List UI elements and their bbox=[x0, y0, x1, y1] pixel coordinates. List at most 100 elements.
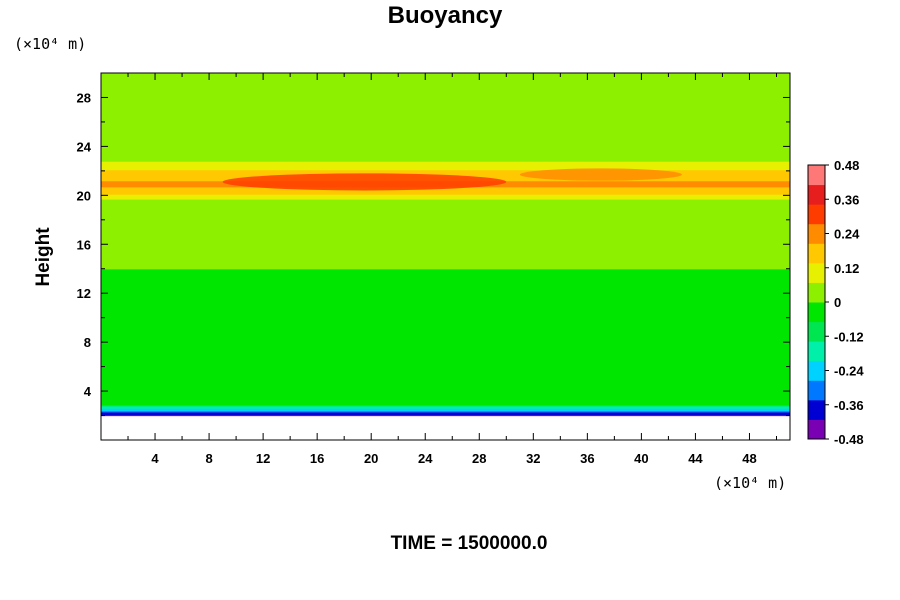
field-band bbox=[101, 162, 790, 165]
field-band bbox=[101, 108, 790, 111]
colorbar-swatch bbox=[808, 360, 825, 381]
field-band bbox=[101, 143, 790, 146]
field-band bbox=[101, 245, 790, 248]
y-tick-label: 16 bbox=[77, 237, 91, 252]
y-tick-label: 28 bbox=[77, 90, 91, 105]
field-band bbox=[101, 284, 790, 287]
field-band bbox=[101, 153, 790, 156]
field-band bbox=[101, 381, 790, 384]
field-band bbox=[101, 134, 790, 136]
field-band bbox=[101, 382, 790, 385]
field-band bbox=[101, 104, 790, 107]
colorbar-swatch bbox=[808, 184, 825, 205]
field-band bbox=[101, 137, 790, 140]
field-band bbox=[101, 413, 790, 415]
field-band bbox=[101, 114, 790, 117]
field-band bbox=[101, 395, 790, 398]
field-band bbox=[101, 233, 790, 236]
field-band bbox=[101, 203, 790, 206]
field-band bbox=[101, 140, 790, 143]
field-band bbox=[101, 251, 790, 254]
field-band bbox=[101, 164, 790, 167]
x-tick-label: 20 bbox=[364, 451, 378, 466]
field-band bbox=[101, 93, 790, 96]
field-band bbox=[101, 362, 790, 365]
colorbar-swatch bbox=[808, 380, 825, 401]
field-band bbox=[101, 102, 790, 105]
x-tick-label: 8 bbox=[205, 451, 212, 466]
plot-frame bbox=[100, 72, 791, 441]
field-band bbox=[101, 318, 790, 321]
field-band bbox=[101, 131, 790, 134]
field-band bbox=[101, 255, 790, 258]
y-axis: 4 8 12 16 20 24 28 bbox=[77, 72, 790, 417]
field-band bbox=[101, 355, 790, 358]
field-band bbox=[101, 329, 790, 332]
field-band bbox=[101, 364, 790, 366]
field-band bbox=[101, 410, 790, 413]
field-band bbox=[101, 81, 790, 84]
field-band bbox=[101, 393, 790, 396]
field-band bbox=[101, 283, 790, 286]
colorbar-swatch bbox=[808, 302, 825, 323]
field-band bbox=[101, 79, 790, 81]
field-band bbox=[101, 172, 790, 174]
time-footer: TIME = 1500000.0 bbox=[391, 533, 548, 554]
field-band bbox=[101, 136, 790, 139]
field-band bbox=[101, 148, 790, 151]
field-band bbox=[101, 261, 790, 264]
field-band bbox=[101, 195, 790, 198]
field-band bbox=[101, 241, 790, 244]
field-band bbox=[101, 327, 790, 330]
field-band bbox=[101, 219, 790, 222]
field-band bbox=[101, 126, 790, 129]
field-band bbox=[101, 128, 790, 130]
x-tick-label: 4 bbox=[151, 451, 159, 466]
field-band bbox=[101, 187, 790, 190]
field-band bbox=[101, 323, 790, 326]
field-band bbox=[101, 221, 790, 223]
colorbar-tick-label: 0.36 bbox=[834, 192, 859, 207]
field-band bbox=[101, 354, 790, 357]
field-band bbox=[101, 263, 790, 266]
field-band bbox=[101, 271, 790, 274]
field-band bbox=[101, 232, 790, 234]
x-tick-label: 24 bbox=[418, 451, 433, 466]
field-band bbox=[101, 90, 790, 92]
field-band bbox=[101, 300, 790, 303]
field-band bbox=[101, 118, 790, 121]
field-band bbox=[101, 388, 790, 391]
field-band bbox=[101, 214, 790, 217]
buoyancy-field bbox=[101, 73, 790, 417]
field-band bbox=[101, 84, 790, 86]
field-band bbox=[101, 161, 790, 163]
field-band bbox=[101, 154, 790, 157]
x-unit-label: (×10⁴ m) bbox=[714, 474, 786, 492]
field-band bbox=[101, 247, 790, 250]
field-band bbox=[101, 142, 790, 145]
field-band bbox=[101, 124, 790, 127]
field-band bbox=[101, 206, 790, 209]
colorbar-tick-label: 0 bbox=[834, 295, 841, 310]
field-band bbox=[101, 88, 790, 91]
field-band bbox=[101, 156, 790, 159]
field-band bbox=[101, 243, 790, 245]
x-tick-label: 48 bbox=[742, 451, 756, 466]
field-band bbox=[101, 244, 790, 247]
field-band bbox=[101, 216, 790, 218]
field-band bbox=[101, 406, 790, 409]
field-band bbox=[101, 312, 790, 315]
field-band bbox=[101, 165, 790, 168]
field-band bbox=[101, 280, 790, 283]
field-band bbox=[101, 309, 790, 311]
field-band bbox=[101, 269, 790, 272]
field-band bbox=[101, 249, 790, 251]
field-band bbox=[101, 359, 790, 362]
field-band bbox=[101, 315, 790, 318]
field-band bbox=[101, 92, 790, 95]
field-band bbox=[101, 197, 790, 200]
field-band bbox=[101, 238, 790, 240]
field-band bbox=[101, 87, 790, 90]
field-band bbox=[101, 99, 790, 102]
field-band bbox=[101, 150, 790, 152]
